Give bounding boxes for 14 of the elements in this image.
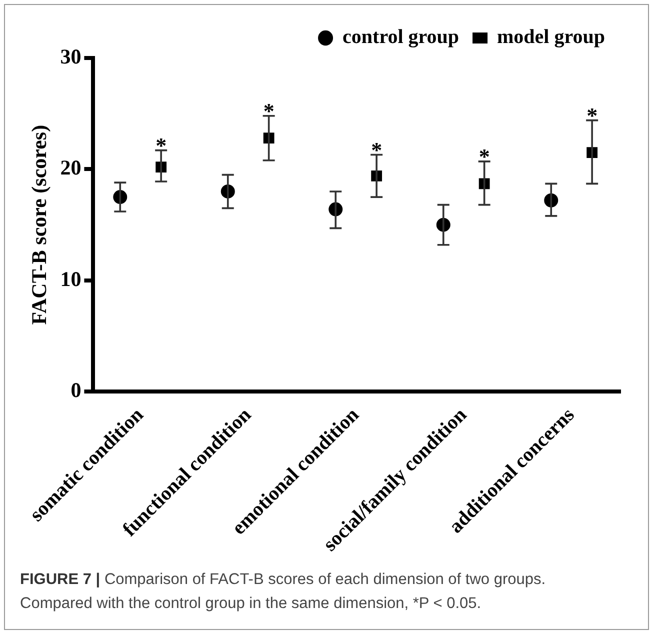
y-tick-label: 20 [60,156,82,180]
data-label: * [263,98,274,124]
legend-label: control group [342,26,460,48]
legend-label: model group [497,26,606,48]
data-label: * [586,102,598,128]
y-tick-label: 0 [70,378,82,402]
caption: FIGURE 7 | Comparison of FACT-B scores of each dimension of two groups. [20,570,547,590]
data-label: * [371,137,382,162]
text: Compared with the control group in the same dimension, *P < 0.05. [20,594,482,614]
y-axis-title: FACT-B score (scores) [27,124,52,325]
y-tick-label: 10 [60,266,82,291]
y-tick-label: 30 [60,44,82,68]
data-label: * [156,133,167,158]
data-label: * [478,144,490,170]
